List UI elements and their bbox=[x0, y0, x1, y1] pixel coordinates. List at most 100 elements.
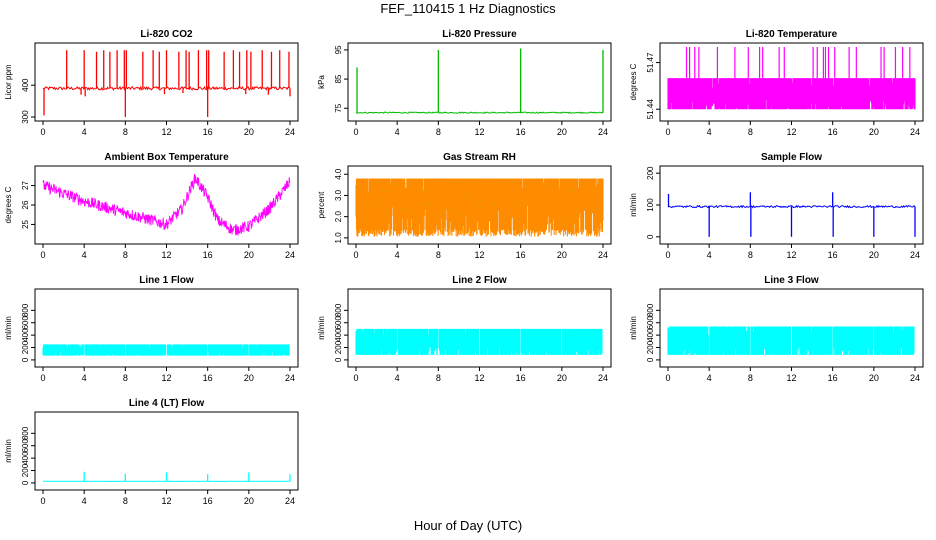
x-tick-label: 0 bbox=[665, 127, 670, 137]
y-tick-label: 200 bbox=[646, 166, 655, 180]
x-tick-label: 4 bbox=[707, 127, 712, 137]
series-band bbox=[355, 178, 604, 237]
x-tick-label: 8 bbox=[123, 496, 128, 506]
x-tick-label: 8 bbox=[436, 250, 441, 260]
y-axis: 51.44 51.47 bbox=[646, 52, 660, 119]
x-tick-label: 8 bbox=[748, 373, 753, 383]
panel-1: Li-820 CO2 Licor ppm 0 4 8 12 16 20 24 300 400 bbox=[4, 29, 299, 137]
y-tick-label: 0 bbox=[21, 357, 30, 362]
x-tick-label: 24 bbox=[910, 373, 920, 383]
y-tick-label: 600 bbox=[21, 439, 30, 453]
series-band bbox=[355, 328, 603, 355]
y-axis: 1.0 2.0 3.0 4.0 bbox=[334, 168, 348, 243]
y-tick-label: 51.44 bbox=[646, 99, 655, 120]
x-tick-label: 4 bbox=[707, 373, 712, 383]
x-tick-label: 24 bbox=[285, 496, 295, 506]
x-tick-label: 16 bbox=[828, 373, 838, 383]
x-tick-label: 20 bbox=[244, 496, 254, 506]
panel-7: Line 1 Flow ml/min 0 4 8 12 16 20 24 0 20040060080… bbox=[4, 275, 299, 383]
panel-title: Li-820 Temperature bbox=[746, 29, 838, 40]
x-tick-label: 24 bbox=[910, 127, 920, 137]
panel-8: Line 2 Flow ml/min 0 4 8 12 16 20 24 0 20040060080… bbox=[317, 275, 612, 383]
panel-title: Sample Flow bbox=[761, 152, 822, 163]
x-tick-label: 4 bbox=[82, 373, 87, 383]
panel-title: Line 3 Flow bbox=[764, 275, 819, 286]
panel-title: Li-820 CO2 bbox=[140, 29, 193, 40]
series bbox=[42, 344, 290, 356]
series bbox=[667, 192, 916, 237]
x-tick-label: 12 bbox=[474, 373, 484, 383]
x-tick-label: 0 bbox=[40, 127, 45, 137]
x-tick-label: 20 bbox=[869, 373, 879, 383]
y-tick-label: 400 bbox=[21, 328, 30, 342]
x-axis: 0 4 8 12 16 20 24 bbox=[353, 367, 608, 383]
panel-10: Line 4 (LT) Flow ml/min 0 4 8 12 16 20 24 0 200400… bbox=[4, 398, 299, 506]
x-tick-label: 12 bbox=[786, 373, 796, 383]
panel-title: Li-820 Pressure bbox=[442, 29, 517, 40]
x-axis: 0 4 8 12 16 20 24 bbox=[40, 121, 295, 137]
series bbox=[42, 50, 291, 117]
y-axis-label: ml/min bbox=[317, 316, 326, 340]
x-axis: 0 4 8 12 16 20 24 bbox=[665, 244, 920, 260]
x-tick-label: 16 bbox=[516, 250, 526, 260]
y-tick-label: 25 bbox=[21, 219, 30, 228]
x-axis: 0 4 8 12 16 20 24 bbox=[665, 367, 920, 383]
series bbox=[355, 48, 604, 114]
series-band bbox=[667, 326, 915, 355]
x-axis-label: Hour of Day (UTC) bbox=[413, 518, 523, 533]
y-tick-label: 800 bbox=[646, 303, 655, 317]
x-tick-label: 4 bbox=[82, 496, 87, 506]
x-tick-label: 12 bbox=[161, 496, 171, 506]
x-tick-label: 16 bbox=[203, 127, 213, 137]
series bbox=[42, 173, 291, 237]
x-tick-label: 16 bbox=[203, 373, 213, 383]
y-axis-label: degrees C bbox=[629, 63, 638, 100]
y-tick-label: 51.47 bbox=[646, 52, 655, 73]
x-tick-label: 0 bbox=[353, 127, 358, 137]
x-tick-label: 24 bbox=[285, 127, 295, 137]
y-tick-label: 95 bbox=[334, 45, 343, 54]
x-tick-label: 0 bbox=[353, 373, 358, 383]
x-tick-label: 16 bbox=[203, 250, 213, 260]
y-tick-label: 400 bbox=[334, 328, 343, 342]
x-tick-label: 8 bbox=[123, 127, 128, 137]
series-line bbox=[42, 173, 291, 237]
y-tick-label: 75 bbox=[334, 103, 343, 112]
y-tick-label: 200 bbox=[21, 463, 30, 477]
panel-title: Ambient Box Temperature bbox=[104, 152, 229, 163]
y-axis-label: ml/min bbox=[629, 316, 638, 340]
y-axis-label: ml/min bbox=[4, 316, 13, 340]
y-tick-label: 300 bbox=[21, 110, 30, 124]
series bbox=[355, 178, 604, 237]
y-axis: 300 400 bbox=[21, 78, 35, 124]
y-tick-label: 400 bbox=[21, 78, 30, 92]
x-tick-label: 0 bbox=[40, 250, 45, 260]
y-tick-label: 27 bbox=[21, 181, 30, 190]
y-tick-label: 800 bbox=[21, 426, 30, 440]
x-tick-label: 20 bbox=[869, 127, 879, 137]
plot-frame bbox=[347, 42, 612, 122]
x-tick-label: 8 bbox=[436, 373, 441, 383]
x-tick-label: 24 bbox=[598, 373, 608, 383]
x-axis: 0 4 8 12 16 20 24 bbox=[353, 244, 608, 260]
x-tick-label: 0 bbox=[40, 373, 45, 383]
x-axis: 0 4 8 12 16 20 24 bbox=[40, 244, 295, 260]
series bbox=[355, 328, 603, 355]
x-tick-label: 20 bbox=[557, 127, 567, 137]
series bbox=[667, 326, 915, 355]
series bbox=[667, 47, 916, 110]
y-axis-label: ml/min bbox=[629, 193, 638, 217]
x-tick-label: 0 bbox=[40, 496, 45, 506]
x-tick-label: 12 bbox=[161, 250, 171, 260]
x-tick-label: 12 bbox=[161, 373, 171, 383]
series-line bbox=[355, 111, 604, 114]
series-band-secondary bbox=[355, 178, 604, 231]
x-axis: 0 4 8 12 16 20 24 bbox=[665, 121, 920, 137]
x-tick-label: 4 bbox=[82, 250, 87, 260]
y-tick-label: 4.0 bbox=[334, 168, 343, 180]
x-tick-label: 24 bbox=[598, 250, 608, 260]
